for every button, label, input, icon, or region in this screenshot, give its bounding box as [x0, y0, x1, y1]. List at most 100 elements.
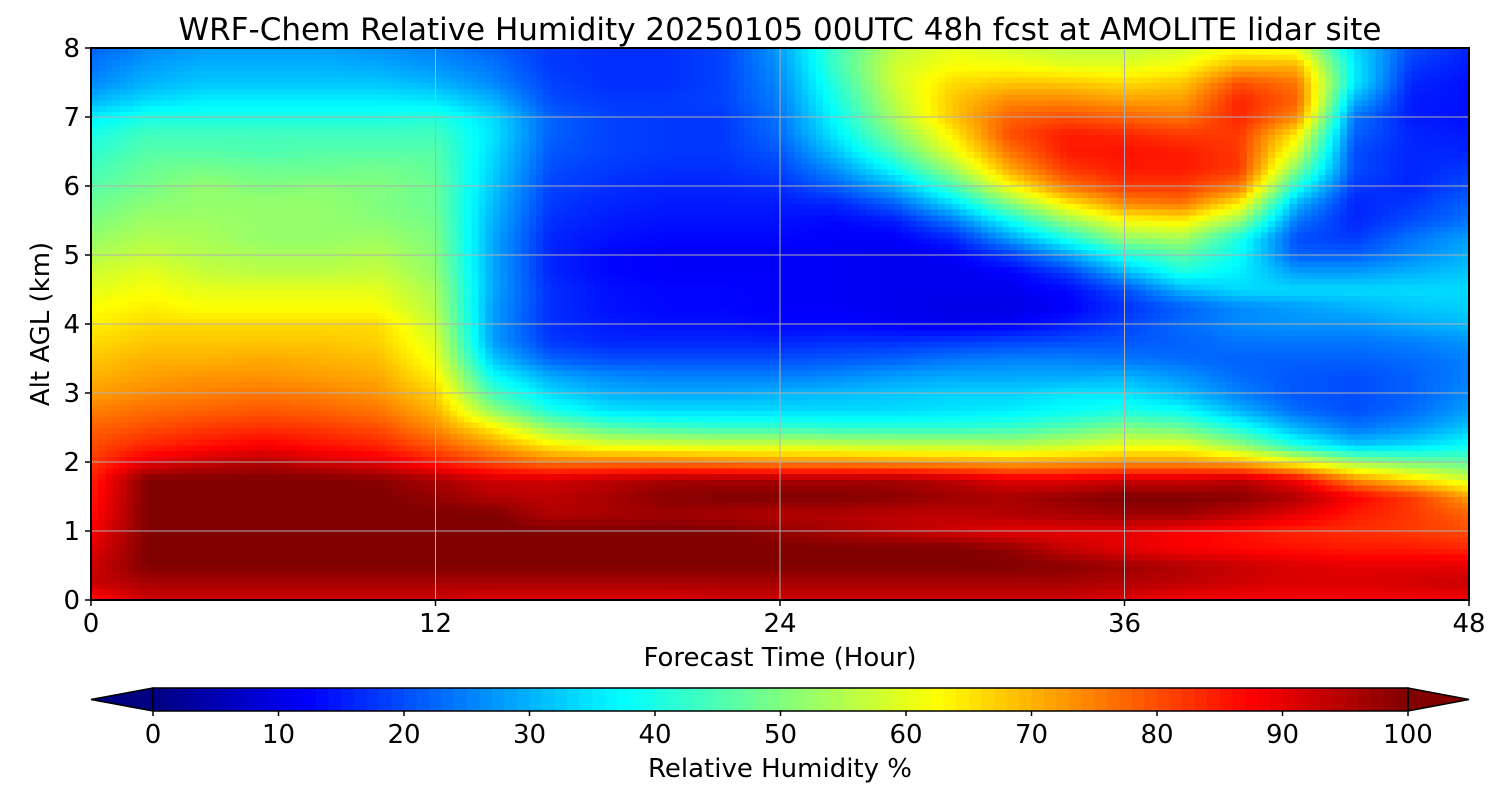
heatmap-cell: [320, 456, 329, 463]
heatmap-cell: [916, 525, 925, 532]
heatmap-cell: [1311, 559, 1319, 567]
heatmap-cell: [248, 502, 257, 509]
heatmap-cell: [887, 559, 896, 567]
heatmap-cell: [1009, 473, 1018, 480]
heatmap-cell: [679, 565, 688, 572]
heatmap-cell: [629, 582, 638, 590]
heatmap-cell: [406, 554, 415, 561]
heatmap-cell: [378, 479, 386, 486]
heatmap-cell: [1110, 513, 1118, 521]
heatmap-cell: [1203, 462, 1212, 469]
heatmap-cell: [327, 513, 336, 521]
heatmap-cell: [1232, 548, 1240, 555]
heatmap-cell: [765, 565, 774, 572]
heatmap-cell: [91, 513, 99, 521]
heatmap-cell: [564, 588, 573, 595]
heatmap-cell: [1153, 559, 1161, 567]
heatmap-cell: [435, 559, 444, 567]
heatmap-cell: [729, 571, 738, 578]
heatmap-cell: [449, 554, 458, 561]
heatmap-cell: [1232, 485, 1240, 492]
heatmap-cell: [1354, 508, 1362, 515]
heatmap-cell: [794, 531, 803, 538]
heatmap-cell: [593, 548, 602, 555]
heatmap-cell: [356, 565, 365, 572]
heatmap-cell: [1268, 571, 1276, 578]
heatmap-cell: [528, 525, 537, 532]
heatmap-cell: [1275, 559, 1283, 567]
heatmap-cell: [1131, 456, 1140, 463]
heatmap-cell: [916, 508, 925, 515]
heatmap-cell: [220, 577, 228, 584]
heatmap-cell: [758, 548, 767, 555]
heatmap-cell: [141, 485, 150, 492]
heatmap-cell: [636, 462, 645, 469]
heatmap-cell: [327, 519, 336, 526]
heatmap-cell: [500, 490, 508, 498]
heatmap-cell: [370, 490, 379, 498]
heatmap-cell: [607, 502, 616, 509]
heatmap-cell: [1440, 450, 1449, 457]
heatmap-cell: [629, 456, 638, 463]
heatmap-cell: [1454, 467, 1463, 475]
heatmap-cell: [270, 577, 279, 584]
heatmap-cell: [413, 571, 422, 578]
heatmap-cell: [787, 571, 795, 578]
heatmap-cell: [1268, 554, 1276, 561]
heatmap-cell: [1081, 542, 1090, 549]
heatmap-cell: [787, 479, 795, 486]
heatmap-cell: [191, 531, 200, 538]
heatmap-cell: [1275, 462, 1283, 469]
heatmap-cell: [693, 479, 702, 486]
heatmap-cell: [1268, 496, 1276, 503]
heatmap-cell: [1009, 594, 1018, 600]
heatmap-cell: [1117, 542, 1126, 549]
heatmap-cell: [428, 531, 437, 538]
heatmap-cell: [220, 502, 228, 509]
heatmap-cell: [650, 571, 659, 578]
heatmap-cell: [1138, 479, 1147, 486]
heatmap-cell: [980, 462, 989, 469]
heatmap-cell: [177, 542, 185, 549]
heatmap-cell: [514, 456, 523, 463]
heatmap-cell: [1146, 462, 1154, 469]
heatmap-cell: [1095, 594, 1104, 600]
heatmap-cell: [607, 485, 616, 492]
heatmap-cell: [241, 588, 250, 595]
heatmap-cell: [937, 450, 946, 457]
heatmap-cell: [406, 450, 415, 457]
heatmap-cell: [155, 467, 164, 475]
heatmap-cell: [1124, 502, 1133, 509]
heatmap-cell: [1146, 554, 1154, 561]
heatmap-cell: [320, 565, 329, 572]
heatmap-cell: [629, 485, 638, 492]
heatmap-cell: [672, 531, 681, 538]
heatmap-cell: [500, 496, 508, 503]
heatmap-cell: [91, 473, 99, 480]
heatmap-cell: [435, 513, 444, 521]
heatmap-cell: [177, 559, 185, 567]
heatmap-cell: [205, 594, 214, 600]
heatmap-cell: [205, 565, 214, 572]
heatmap-cell: [291, 490, 300, 498]
heatmap-cell: [220, 588, 228, 595]
heatmap-cell: [1268, 490, 1276, 498]
heatmap-cell: [801, 508, 810, 515]
heatmap-cell: [435, 462, 444, 469]
heatmap-cell: [880, 577, 889, 584]
heatmap-cell: [1461, 525, 1469, 532]
heatmap-cell: [370, 525, 379, 532]
heatmap-cell: [952, 588, 961, 595]
heatmap-cell: [701, 450, 709, 457]
heatmap-cell: [1081, 519, 1090, 526]
heatmap-cell: [1447, 554, 1456, 561]
heatmap-cell: [794, 467, 803, 475]
heatmap-cell: [1311, 594, 1319, 600]
heatmap-cell: [837, 565, 846, 572]
heatmap-cell: [1447, 565, 1456, 572]
heatmap-cell: [241, 559, 250, 567]
heatmap-cell: [385, 467, 394, 475]
heatmap-cell: [1368, 536, 1377, 544]
heatmap-cell: [751, 571, 760, 578]
heatmap-cell: [105, 485, 114, 492]
